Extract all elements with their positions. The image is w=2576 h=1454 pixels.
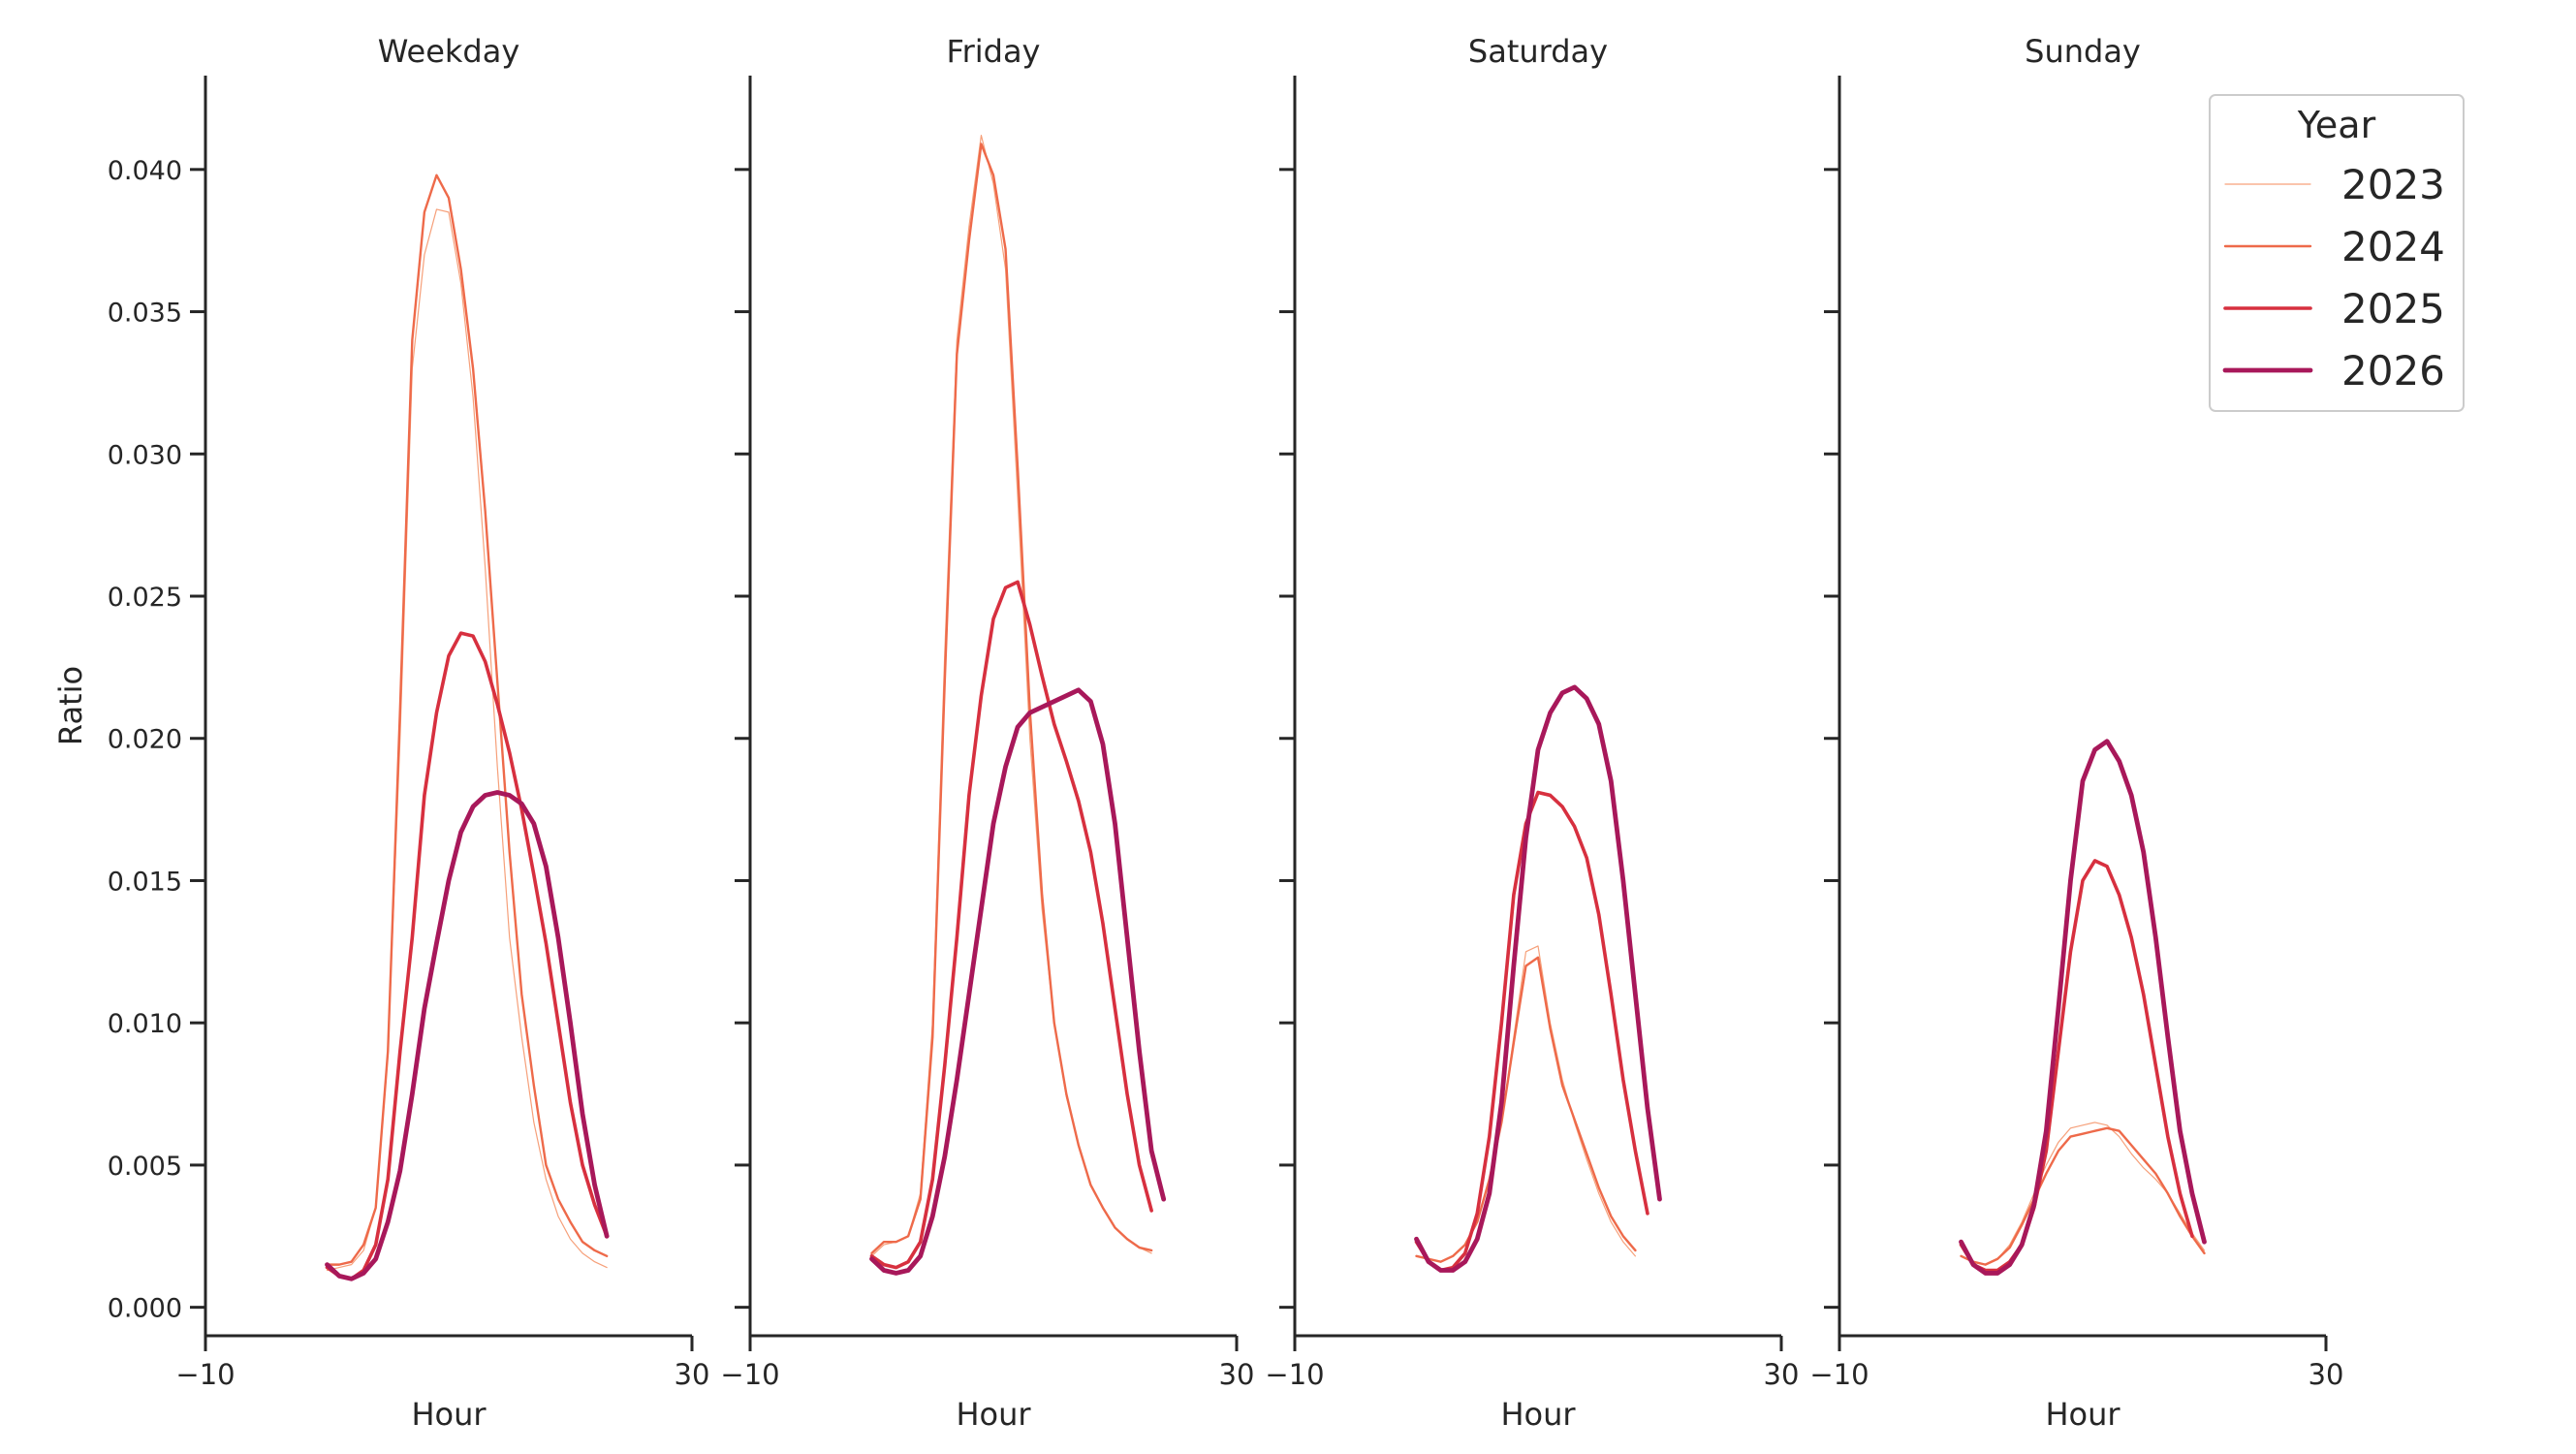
x-tick-label: 30 xyxy=(1219,1358,1255,1391)
panel-title: Sunday xyxy=(2025,33,2141,70)
y-tick-label: 0.010 xyxy=(108,1009,182,1039)
x-tick-label: −10 xyxy=(720,1358,779,1391)
x-tick-label: 30 xyxy=(2309,1358,2344,1391)
series-line-2025 xyxy=(1959,859,2194,1273)
legend-entry-label: 2025 xyxy=(2341,285,2445,332)
x-axis-label: Hour xyxy=(2045,1396,2120,1433)
series-line-2026 xyxy=(1414,684,1662,1273)
x-tick-label: −10 xyxy=(175,1358,235,1391)
x-axis-label: Hour xyxy=(956,1396,1031,1433)
series-line-2024 xyxy=(870,142,1153,1255)
y-tick-label: 0.020 xyxy=(108,725,182,755)
series-line-2023 xyxy=(326,208,608,1272)
y-tick-label: 0.035 xyxy=(108,299,182,329)
panel-sunday: Sunday −10 30 Hour xyxy=(1809,33,2343,1433)
x-tick-label: 30 xyxy=(1764,1358,1800,1391)
legend-title: Year xyxy=(2297,104,2376,146)
series-line-2023 xyxy=(870,135,1152,1257)
series-line-2024 xyxy=(1960,1126,2206,1266)
y-tick-label: 0.025 xyxy=(108,583,182,613)
y-tick-label: 0.030 xyxy=(108,440,182,470)
panel-title: Saturday xyxy=(1468,33,1608,70)
x-axis-label: Hour xyxy=(1500,1396,1576,1433)
series-line-2025 xyxy=(1414,790,1649,1273)
y-tick-label: 0.000 xyxy=(108,1294,182,1324)
panel-saturday: Saturday −10 30 Hour xyxy=(1265,33,1799,1433)
series-line-2024 xyxy=(1415,956,1637,1263)
y-axis-label: Ratio xyxy=(52,666,89,745)
legend-entry-label: 2026 xyxy=(2341,347,2445,395)
legend-entry-label: 2023 xyxy=(2341,161,2445,208)
x-tick-label: −10 xyxy=(1809,1358,1869,1391)
y-tick-label: 0.040 xyxy=(108,156,182,186)
x-axis-label: Hour xyxy=(411,1396,487,1433)
legend: Year 2023 2024 2025 2026 xyxy=(2209,94,2465,412)
legend-entry-label: 2024 xyxy=(2341,223,2445,270)
panel-weekday: Weekday 0.000 0.005 0.010 0.015 0.020 0.025 0.0… xyxy=(108,33,710,1433)
series-line-2026 xyxy=(869,687,1167,1276)
panel-title: Friday xyxy=(947,33,1041,70)
series-line-2026 xyxy=(1959,739,2207,1276)
legend-box xyxy=(2209,94,2465,412)
series-line-2023 xyxy=(1415,945,1637,1263)
y-tick-label: 0.015 xyxy=(108,867,182,897)
series-line-2026 xyxy=(325,790,610,1281)
panel-friday: Friday −10 30 Hour xyxy=(720,33,1254,1433)
x-tick-label: −10 xyxy=(1265,1358,1324,1391)
series-line-2025 xyxy=(325,631,609,1281)
series-line-2025 xyxy=(869,580,1153,1270)
y-tick-label: 0.005 xyxy=(108,1152,182,1182)
x-tick-label: 30 xyxy=(675,1358,710,1391)
series-line-2024 xyxy=(326,174,609,1266)
panel-title: Weekday xyxy=(378,33,520,70)
